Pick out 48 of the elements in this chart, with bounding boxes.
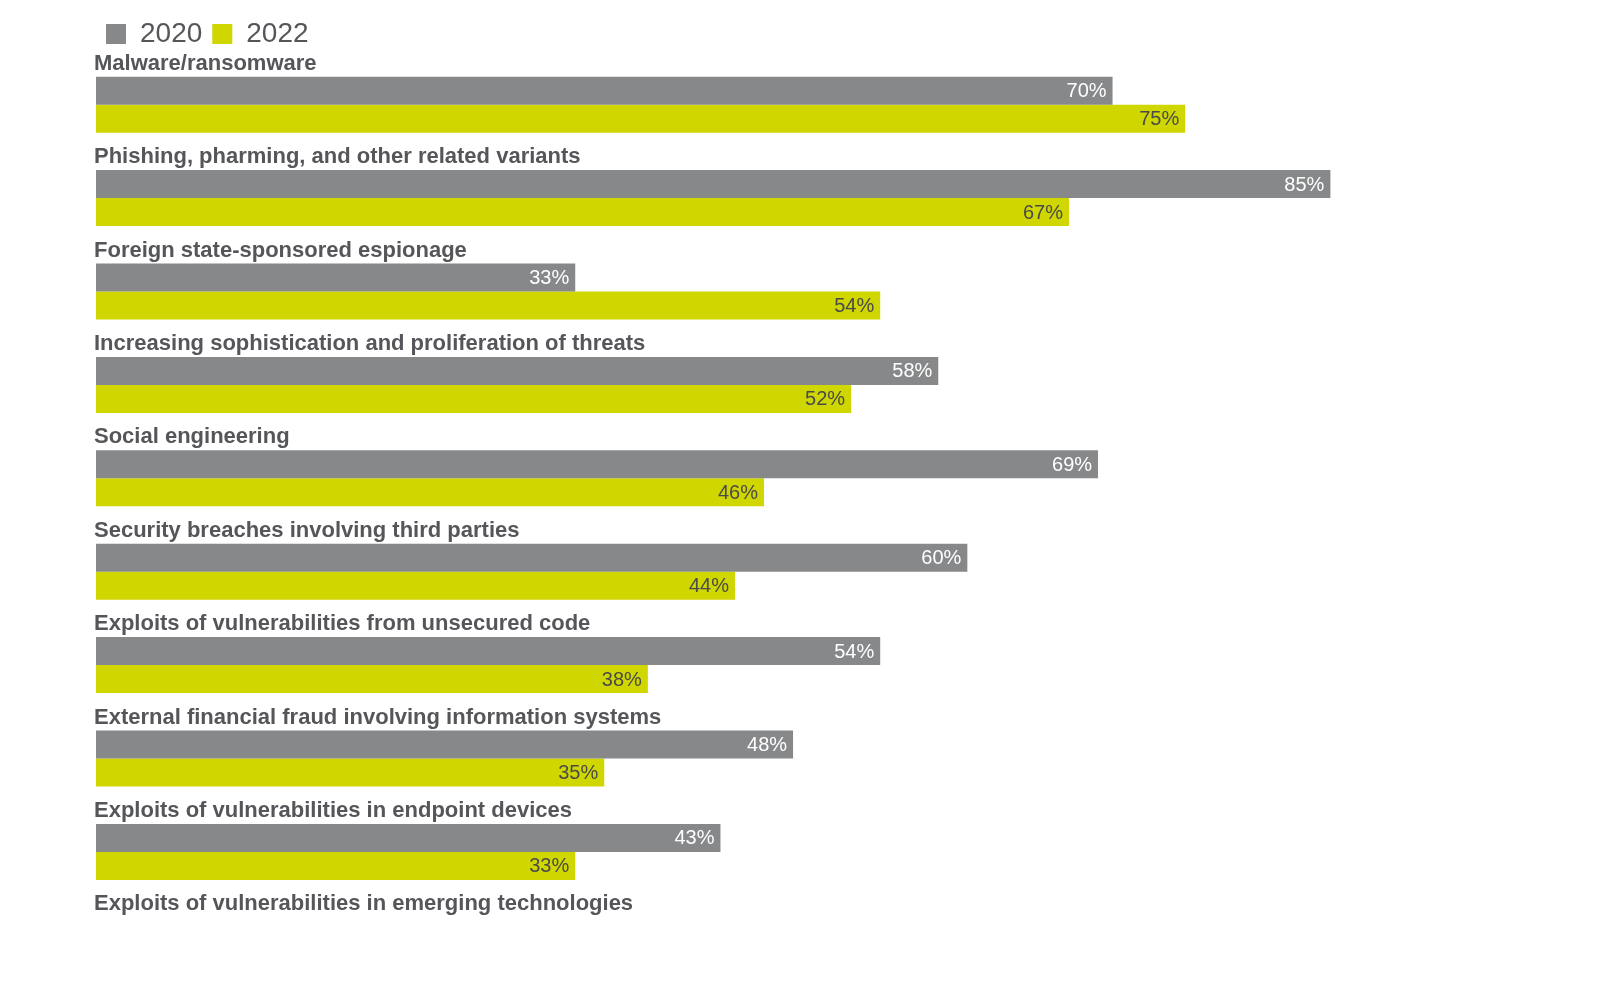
data-label: 33% <box>529 266 570 289</box>
data-label: 58% <box>892 359 933 382</box>
data-label: 48% <box>747 733 788 756</box>
data-label: 54% <box>834 294 875 317</box>
bar <box>96 263 576 292</box>
bar <box>96 384 852 413</box>
data-label: 38% <box>601 667 643 690</box>
bar <box>96 543 968 572</box>
data-label: 52% <box>805 387 846 410</box>
y-tick-label: Phishing, pharming, and other related variants <box>94 143 581 169</box>
y-tick-label: Exploits of vulnerabilities from unsecured code <box>94 610 591 636</box>
bar <box>96 637 881 666</box>
bar <box>96 104 1186 133</box>
bar <box>96 76 1113 105</box>
bar <box>96 170 1331 199</box>
data-label: 54% <box>834 639 875 662</box>
data-label: 67% <box>1022 200 1064 223</box>
bar <box>96 198 1069 227</box>
y-tick-label: Increasing sophistication and proliferation of threats <box>94 329 646 355</box>
bar <box>96 478 765 507</box>
data-label: 60% <box>921 546 962 569</box>
data-label: 44% <box>688 574 730 597</box>
data-label: 33% <box>529 854 570 877</box>
data-label: 75% <box>1139 107 1180 130</box>
y-tick-label: Security breaches involving third parties <box>94 516 520 542</box>
legend-label: 2020 <box>140 16 203 48</box>
data-label: 35% <box>558 761 599 784</box>
y-tick-label: Exploits of vulnerabilities in emerging technologies <box>94 890 634 916</box>
y-tick-label: Social engineering <box>94 423 290 449</box>
bar <box>96 291 881 320</box>
bar <box>96 851 576 880</box>
data-label: 46% <box>717 480 759 503</box>
data-label: 69% <box>1052 452 1093 475</box>
y-tick-label: Foreign state-sponsored espionage <box>94 236 467 262</box>
bar <box>96 356 939 385</box>
data-label: 43% <box>674 826 715 849</box>
y-tick-label: Malware/ransomware <box>94 49 317 75</box>
bar <box>96 665 648 694</box>
y-tick-label: External financial fraud involving information systems <box>94 703 662 729</box>
data-label: 70% <box>1066 79 1107 102</box>
legend-label: 2022 <box>246 16 309 48</box>
bar <box>96 571 735 600</box>
bar <box>96 450 1099 479</box>
bar <box>96 823 721 852</box>
bar <box>96 730 794 759</box>
y-tick-label: Exploits of vulnerabilities in endpoint devices <box>94 796 572 822</box>
bar <box>96 758 605 787</box>
data-label: 85% <box>1284 172 1325 195</box>
